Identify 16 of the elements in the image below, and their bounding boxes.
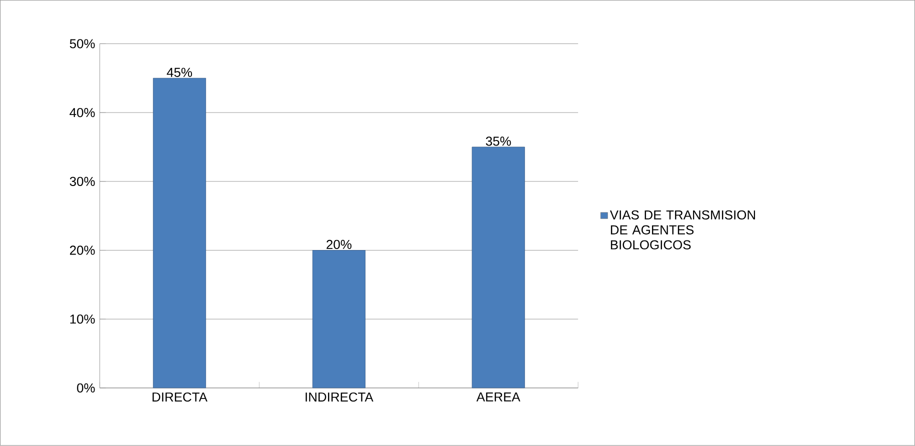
bar [312, 250, 366, 388]
y-tick-label: 20% [70, 246, 95, 255]
y-tick-label: 50% [70, 39, 95, 48]
y-tick-label: 10% [70, 314, 95, 324]
x-tick-label: AEREA [476, 392, 520, 402]
data-label: 45% [166, 68, 192, 78]
y-tick-label: 40% [70, 108, 95, 118]
bar [472, 146, 525, 388]
x-tick-label: DIRECTA [152, 392, 208, 402]
legend-label: VIAS DE TRANSMISION DE AGENTES BIOLOGICOS [610, 210, 756, 250]
x-tick-label: INDIRECTA [306, 392, 374, 402]
y-tick-label: 0% [77, 384, 95, 393]
y-tick-label: 30% [70, 176, 95, 186]
bar [152, 78, 206, 388]
data-label: 35% [486, 136, 511, 146]
data-label: 20% [326, 240, 352, 250]
